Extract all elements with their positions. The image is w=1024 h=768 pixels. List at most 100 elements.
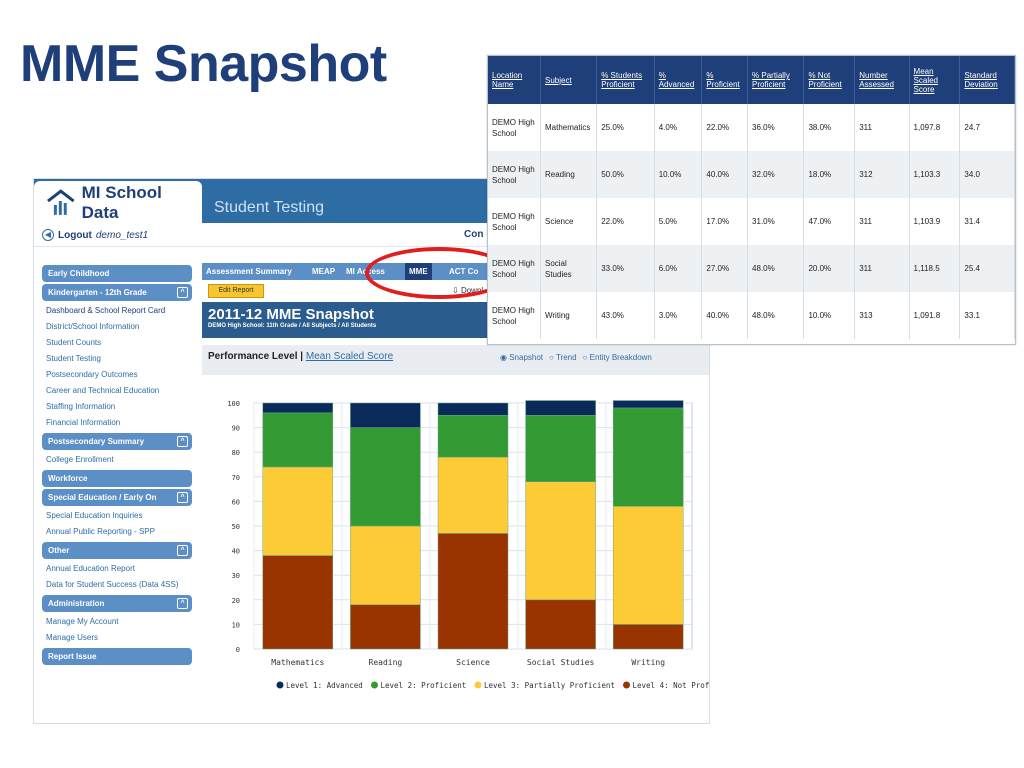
collapse-icon[interactable]: ^	[177, 545, 188, 556]
table-row: DEMO High School Writing 43.0% 3.0% 40.0% 48.…	[488, 292, 1015, 339]
sidebar-item-student-testing[interactable]: Student Testing	[42, 351, 192, 367]
bar-segment-mathematics-level-1-advanced	[262, 402, 334, 414]
logout-link[interactable]: ◀ Logout demo_test1	[42, 229, 148, 241]
column-header-subject[interactable]: Subject	[540, 56, 598, 104]
cell-proficient: 27.0%	[701, 245, 749, 292]
sidebar-item-data-for-student-success-data-4ss[interactable]: Data for Student Success (Data 4SS)	[42, 577, 192, 593]
sidebar-item-label: Early Childhood	[48, 269, 110, 278]
sidebar-item-career-and-technical-education[interactable]: Career and Technical Education	[42, 383, 192, 399]
tab-assessment-summary[interactable]: Assessment Summary	[206, 267, 292, 276]
sidebar-item-financial-information[interactable]: Financial Information	[42, 415, 192, 431]
sidebar-item-annual-education-report[interactable]: Annual Education Report	[42, 561, 192, 577]
collapse-icon[interactable]: ^	[177, 598, 188, 609]
y-tick-label: 70	[232, 474, 240, 482]
sidebar-item-administration[interactable]: Administration ^	[42, 595, 192, 612]
sidebar-item-other[interactable]: Other ^	[42, 542, 192, 559]
sidebar-item-dashboard-school-report-card[interactable]: Dashboard & School Report Card	[42, 303, 192, 319]
cell-partially-proficient: 36.0%	[747, 104, 805, 151]
column-header-number-assessed[interactable]: Number Assessed	[854, 56, 910, 104]
sidebar-item-label: Postsecondary Outcomes	[46, 370, 138, 379]
column-header-students-proficient[interactable]: % Students Proficient	[596, 56, 655, 104]
radio-empty-icon: ○	[549, 353, 556, 362]
radio-empty-icon: ○	[582, 353, 590, 362]
sidebar-item-report-issue[interactable]: Report Issue	[42, 648, 192, 665]
cell-not-proficient: 20.0%	[803, 245, 856, 292]
legend-marker	[276, 681, 284, 689]
cell-partially-proficient: 32.0%	[747, 151, 805, 198]
cell-proficient: 40.0%	[701, 292, 749, 339]
sidebar-item-kindergarten-12th-grade[interactable]: Kindergarten - 12th Grade ^	[42, 284, 192, 301]
cell-not-proficient: 10.0%	[803, 292, 856, 339]
column-header-partially-proficient[interactable]: % Partially Proficient	[747, 56, 805, 104]
cell-mean-scaled-score: 1,103.3	[909, 151, 961, 198]
x-tick-label: Science	[456, 658, 490, 667]
legend-marker	[371, 681, 378, 689]
x-tick-label: Social Studies	[527, 658, 595, 667]
cell-students-proficient: 43.0%	[596, 292, 655, 339]
column-header-standard-deviation[interactable]: Standard Deviation	[959, 56, 1015, 104]
sidebar-item-postsecondary-summary[interactable]: Postsecondary Summary ^	[42, 433, 192, 450]
cell-partially-proficient: 31.0%	[747, 198, 805, 245]
stacked-bar-chart: 0 10 20 30 40 50 60 70 80 90 100 Mathematics Reading…	[227, 400, 709, 690]
cell-subject: Science	[540, 198, 598, 245]
collapse-icon[interactable]: ^	[177, 287, 188, 298]
sidebar-item-special-education-early-on[interactable]: Special Education / Early On ^	[42, 489, 192, 506]
sidebar-item-label: Other	[48, 546, 70, 555]
sidebar-item-manage-users[interactable]: Manage Users	[42, 630, 192, 646]
radio-snapshot[interactable]: ◉ Snapshot	[500, 353, 543, 362]
tab-meap[interactable]: MEAP	[312, 267, 336, 276]
sidebar-item-label: Data for Student Success (Data 4SS)	[46, 580, 179, 589]
results-table: Location Name Subject% Students Proficien…	[488, 56, 1015, 339]
sidebar-item-label: Report Issue	[48, 652, 97, 661]
cell-partially-proficient: 48.0%	[747, 292, 805, 339]
edit-report-button[interactable]: Edit Report	[208, 284, 264, 298]
sidebar-item-label: Special Education / Early On	[48, 493, 157, 502]
bar-segment-writing-level-4-not-proficient	[612, 624, 684, 650]
y-tick-label: 50	[232, 523, 240, 531]
contact-link[interactable]: Con	[464, 229, 484, 240]
column-header-not-proficient[interactable]: % Not Proficient	[803, 56, 856, 104]
legend-marker	[474, 681, 482, 689]
section-title: Student Testing	[214, 199, 325, 216]
collapse-icon[interactable]: ^	[177, 492, 188, 503]
performance-level-label: Performance Level	[208, 351, 298, 362]
sidebar-item-annual-public-reporting-spp[interactable]: Annual Public Reporting - SPP	[42, 524, 192, 540]
cell-location-name: DEMO High School	[488, 292, 541, 339]
sidebar-item-manage-my-account[interactable]: Manage My Account	[42, 614, 192, 630]
radio-trend[interactable]: ○ Trend	[549, 353, 577, 362]
table-body: DEMO High School Mathematics 25.0% 4.0% 22.0…	[488, 104, 1015, 339]
column-header-proficient[interactable]: % Proficient	[701, 56, 749, 104]
view-options: ◉ Snapshot ○ Trend ○ Entity Breakdown	[500, 353, 658, 362]
sidebar-item-postsecondary-outcomes[interactable]: Postsecondary Outcomes	[42, 367, 192, 383]
sidebar-item-district-school-information[interactable]: District/School Information	[42, 319, 192, 335]
mean-scaled-score-link[interactable]: Mean Scaled Score	[305, 351, 394, 362]
cell-students-proficient: 33.0%	[596, 245, 655, 292]
table-header-row: Location Name Subject% Students Proficien…	[488, 56, 1015, 104]
collapse-icon[interactable]: ^	[177, 436, 188, 447]
column-header-advanced[interactable]: % Advanced	[654, 56, 703, 104]
sidebar-item-student-counts[interactable]: Student Counts	[42, 335, 192, 351]
cell-proficient: 40.0%	[701, 151, 749, 198]
sidebar-item-label: District/School Information	[46, 322, 140, 331]
sidebar-item-label: Student Counts	[46, 338, 102, 347]
cell-students-proficient: 22.0%	[596, 198, 655, 245]
sidebar-item-workforce[interactable]: Workforce	[42, 470, 192, 487]
column-header-location-name[interactable]: Location Name	[488, 56, 541, 104]
sidebar-item-staffing-information[interactable]: Staffing Information	[42, 399, 192, 415]
cell-number-assessed: 312	[854, 151, 910, 198]
bar-segment-mathematics-level-3-partially-proficient	[262, 466, 334, 556]
bar-segment-writing-level-1-advanced	[612, 400, 684, 409]
radio-entity-breakdown[interactable]: ○ Entity Breakdown	[583, 353, 652, 362]
legend-label: Level 2: Proficient	[381, 681, 467, 690]
logo[interactable]: MI School Data	[34, 181, 202, 225]
sidebar-item-label: Dashboard & School Report Card	[46, 306, 166, 315]
bar-segment-mathematics-level-4-not-proficient	[262, 555, 334, 650]
bar-segment-reading-level-1-advanced	[350, 402, 421, 428]
sidebar-item-label: Financial Information	[46, 418, 121, 427]
sidebar-item-special-education-inquiries[interactable]: Special Education Inquiries	[42, 508, 192, 524]
sidebar-item-label: Career and Technical Education	[46, 386, 160, 395]
sidebar-item-college-enrollment[interactable]: College Enrollment	[42, 452, 192, 468]
view-labels: Performance Level | Mean Scaled Score	[208, 351, 394, 362]
column-header-mean-scaled-score[interactable]: Mean Scaled Score	[909, 56, 961, 104]
sidebar-item-early-childhood[interactable]: Early Childhood	[42, 265, 192, 282]
